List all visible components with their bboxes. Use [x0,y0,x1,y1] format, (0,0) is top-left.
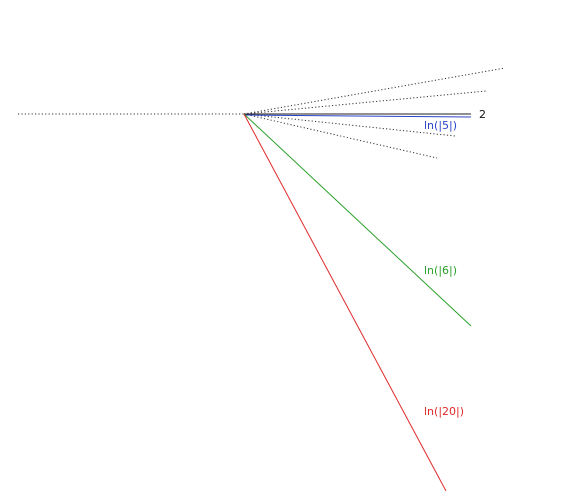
dotted-ray-down-shallow [243,113,456,137]
dotted-ray-up-steep [243,67,506,115]
red-ray [243,113,447,491]
label-ln20: ln(|20|) [424,405,464,418]
dotted-ray-up-shallow [243,90,487,115]
edge-label-2: 2 [479,108,486,121]
label-ln6: ln(|6|) [424,264,457,277]
label-ln5: ln(|5|) [424,119,457,132]
green-ray [243,113,472,327]
blue-ray [243,114,472,118]
dotted-guide-rays [18,67,506,159]
horizontal-rays [243,113,472,118]
dotted-ray-down-steep [243,113,438,159]
